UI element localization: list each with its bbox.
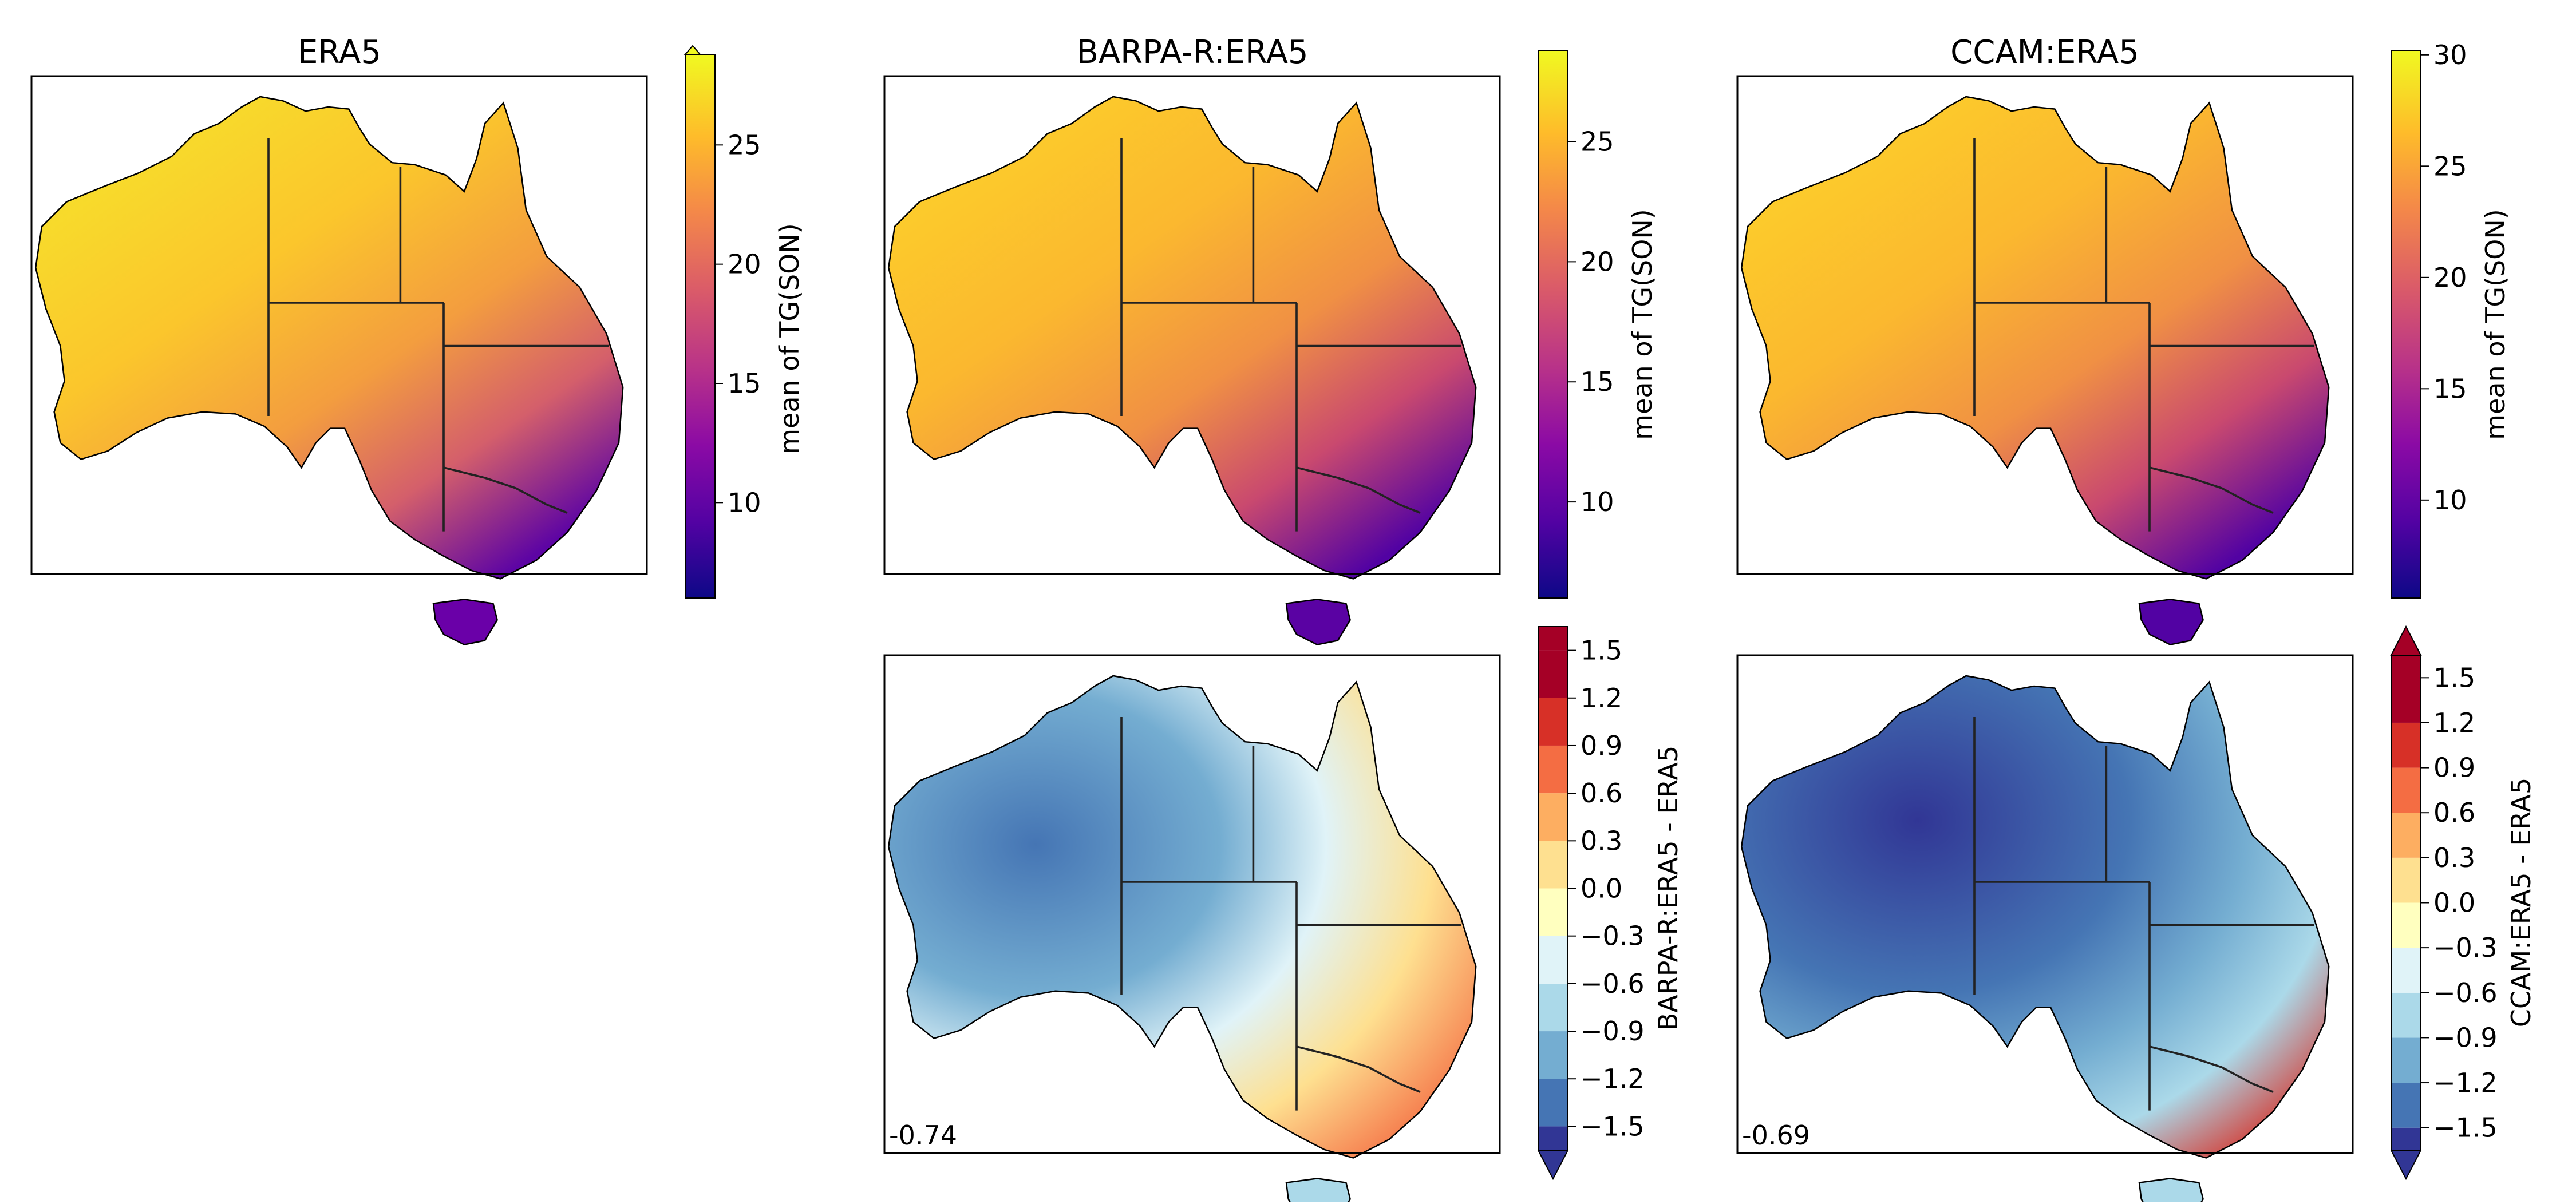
panel2-colorbar: 10 15 20 25 mean of TG(SON) bbox=[1538, 50, 1658, 599]
colorbar-band bbox=[1538, 745, 1568, 794]
colorbar-band bbox=[1538, 793, 1568, 841]
colorbar-band bbox=[1538, 841, 1568, 889]
panel5-colorbar-extend-max bbox=[2390, 625, 2422, 656]
panel2-title: BARPA-R:ERA5 bbox=[1076, 34, 1308, 71]
colorbar-tick-label: 20 bbox=[2433, 262, 2467, 293]
colorbar-tick-label: −0.9 bbox=[2433, 1022, 2498, 1053]
colorbar-band bbox=[1538, 1126, 1568, 1150]
colorbar-tick-label: 25 bbox=[2433, 150, 2467, 181]
colorbar-band bbox=[1538, 1031, 1568, 1079]
panel5-colorbar-bands bbox=[2391, 655, 2421, 1150]
colorbar-tick-label: 25 bbox=[728, 129, 761, 160]
panel5-colorbar-label: CCAM:ERA5 - ERA5 bbox=[2506, 778, 2537, 1028]
colorbar-band bbox=[1538, 650, 1568, 698]
panel4-colorbar-extend-min bbox=[1537, 1150, 1569, 1181]
panel3-frame bbox=[1736, 75, 2354, 575]
panel1-title: ERA5 bbox=[298, 34, 381, 71]
colorbar-tick-label: 10 bbox=[728, 487, 761, 518]
colorbar-tick-label: −1.2 bbox=[1581, 1063, 1645, 1094]
colorbar-tick-label: 0.0 bbox=[2433, 888, 2475, 918]
panel4-colorbar-ticks: 1.5 1.2 0.9 0.6 0.3 0.0 −0.3 −0.6 −0.9 −1.2 −1.5 bbox=[1568, 635, 1645, 1142]
colorbar-band bbox=[1538, 1079, 1568, 1127]
panel5-map bbox=[1740, 675, 2330, 1204]
colorbar-tick-label: 0.6 bbox=[1581, 778, 1622, 809]
panel4-colorbar-bands bbox=[1538, 627, 1568, 1150]
panel4-frame bbox=[883, 654, 1501, 1154]
colorbar-tick-label: 10 bbox=[1581, 486, 1614, 517]
colorbar-band bbox=[2391, 813, 2421, 858]
panel5-colorbar-extend-min bbox=[2390, 1150, 2422, 1181]
panel1-colorbar-label: mean of TG(SON) bbox=[774, 223, 805, 454]
panel3-colorbar-label: mean of TG(SON) bbox=[2480, 209, 2511, 440]
colorbar-tick-label: 0.9 bbox=[2433, 752, 2475, 783]
colorbar-band bbox=[2391, 1037, 2421, 1083]
panel3-colorbar-ticks: 10 15 20 25 30 bbox=[2421, 39, 2467, 516]
panel2-colorbar-ticks: 10 15 20 25 bbox=[1568, 126, 1614, 517]
colorbar-tick-label: −1.2 bbox=[2433, 1067, 2498, 1098]
colorbar-band bbox=[2391, 948, 2421, 993]
colorbar-tick-label: 25 bbox=[1581, 126, 1614, 157]
colorbar-tick-label: −0.3 bbox=[1581, 921, 1645, 952]
panel5-colorbar-ticks: 1.5 1.2 0.9 0.6 0.3 0.0 −0.3 −0.6 −0.9 −1.2 −1.5 bbox=[2421, 662, 2498, 1143]
panel2-map bbox=[887, 96, 1477, 645]
colorbar-tick-label: 1.2 bbox=[1581, 683, 1622, 714]
panel2-frame bbox=[883, 75, 1501, 575]
colorbar-band bbox=[2391, 722, 2421, 768]
colorbar-tick-label: −0.3 bbox=[2433, 932, 2498, 963]
colorbar-tick-label: 0.3 bbox=[1581, 825, 1622, 856]
colorbar-band bbox=[2391, 857, 2421, 903]
colorbar-tick-label: 15 bbox=[1581, 366, 1614, 397]
panel2-colorbar-body bbox=[1538, 50, 1568, 599]
colorbar-band bbox=[1538, 888, 1568, 936]
panel4-colorbar-label: BARPA-R:ERA5 - ERA5 bbox=[1653, 746, 1684, 1031]
colorbar-band bbox=[2391, 655, 2421, 678]
colorbar-tick-label: 1.5 bbox=[1581, 635, 1622, 666]
panel3-map bbox=[1740, 96, 2330, 645]
colorbar-tick-label: 1.5 bbox=[2433, 662, 2475, 693]
colorbar-band bbox=[2391, 992, 2421, 1038]
panel2-colorbar-label: mean of TG(SON) bbox=[1627, 209, 1658, 440]
colorbar-tick-label: 0.0 bbox=[1581, 873, 1622, 904]
colorbar-tick-label: −0.9 bbox=[1581, 1016, 1645, 1047]
colorbar-tick-label: −0.6 bbox=[2433, 977, 2498, 1008]
colorbar-tick-label: 0.6 bbox=[2433, 797, 2475, 828]
colorbar-band bbox=[1538, 983, 1568, 1032]
panel1-colorbar-ticks: 10 15 20 25 bbox=[715, 129, 761, 518]
panel1-frame bbox=[30, 75, 648, 575]
panel5-stat: -0.69 bbox=[1742, 1120, 1810, 1151]
panel5-frame bbox=[1736, 654, 2354, 1154]
colorbar-tick-label: 30 bbox=[2433, 39, 2467, 70]
panel3-colorbar-body bbox=[2391, 50, 2421, 599]
colorbar-tick-label: 10 bbox=[2433, 485, 2467, 516]
panel5-colorbar: 1.5 1.2 0.9 0.6 0.3 0.0 −0.3 −0.6 −0.9 −1.2 −1.5 C… bbox=[2390, 625, 2537, 1181]
panel1-colorbar: 10 15 20 25 mean of TG(SON) bbox=[683, 45, 805, 599]
colorbar-tick-label: 20 bbox=[728, 249, 761, 280]
colorbar-band bbox=[2391, 902, 2421, 948]
colorbar-tick-label: 15 bbox=[2433, 373, 2467, 404]
panel4-stat: -0.74 bbox=[889, 1120, 957, 1151]
colorbar-tick-label: 1.2 bbox=[2433, 707, 2475, 738]
colorbar-band bbox=[1538, 936, 1568, 984]
colorbar-band bbox=[1538, 698, 1568, 746]
colorbar-tick-label: 0.3 bbox=[2433, 842, 2475, 873]
panel3-title: CCAM:ERA5 bbox=[1950, 34, 2139, 71]
panel4-colorbar: 1.5 1.2 0.9 0.6 0.3 0.0 −0.3 −0.6 −0.9 −1.2 −1.5 B… bbox=[1537, 626, 1684, 1181]
colorbar-tick-label: −1.5 bbox=[2433, 1112, 2498, 1143]
panel1-map bbox=[34, 96, 624, 645]
panel3-colorbar: 10 15 20 25 30 mean of TG(SON) bbox=[2391, 39, 2511, 599]
colorbar-band bbox=[2391, 767, 2421, 813]
colorbar-band bbox=[1538, 627, 1568, 651]
colorbar-tick-label: −1.5 bbox=[1581, 1111, 1645, 1142]
colorbar-band bbox=[2391, 1127, 2421, 1150]
panel1-colorbar-body bbox=[685, 54, 716, 599]
panel1-colorbar-extend-max bbox=[683, 45, 702, 55]
colorbar-band bbox=[2391, 1083, 2421, 1128]
colorbar-band bbox=[2391, 678, 2421, 723]
colorbar-tick-label: 0.9 bbox=[1581, 730, 1622, 761]
colorbar-tick-label: 20 bbox=[1581, 246, 1614, 277]
colorbar-tick-label: −0.6 bbox=[1581, 968, 1645, 999]
panel4-map bbox=[887, 675, 1477, 1204]
colorbar-tick-label: 15 bbox=[728, 368, 761, 399]
